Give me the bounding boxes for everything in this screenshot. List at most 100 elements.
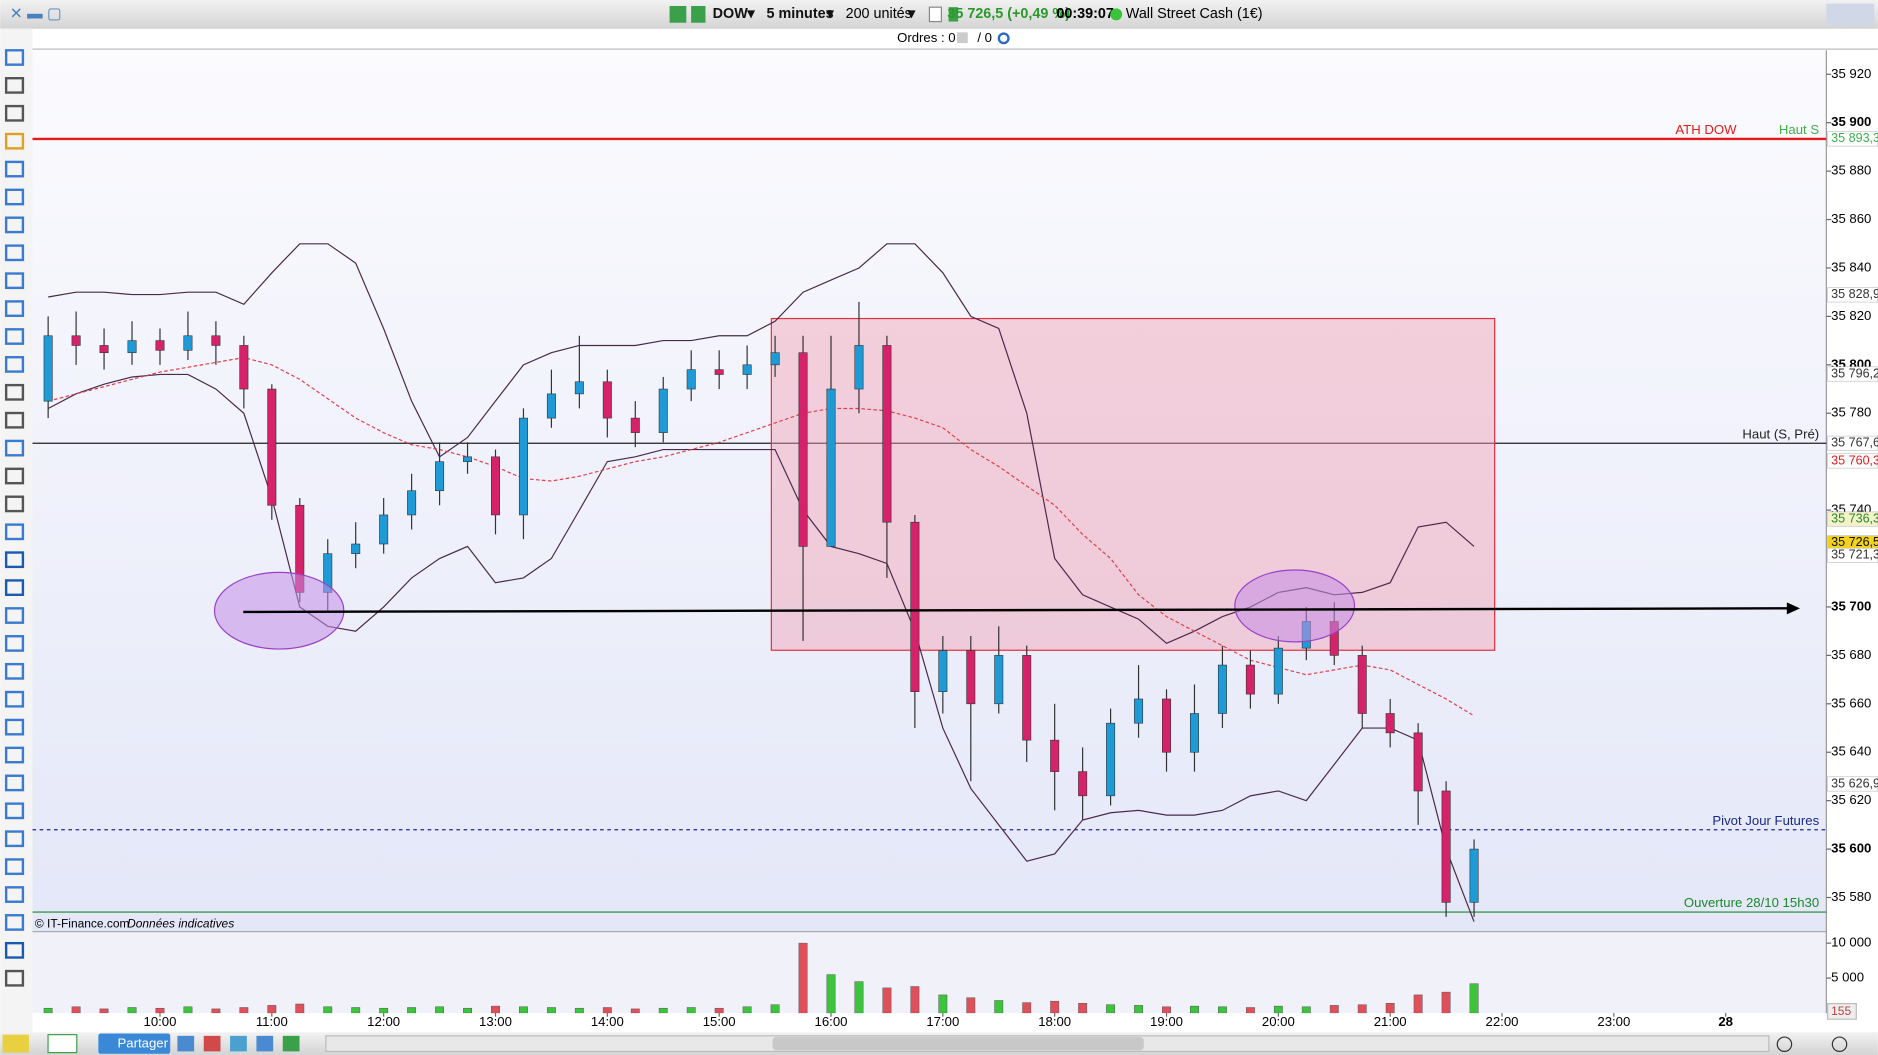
tool-icon[interactable] (4, 411, 25, 429)
period-select[interactable]: 5 minutes (767, 6, 834, 22)
tool-icon[interactable] (4, 383, 25, 401)
tool-icon[interactable] (4, 941, 25, 959)
tool-button[interactable] (282, 1035, 300, 1052)
tool-icon[interactable] (4, 300, 25, 317)
tool-icon[interactable] (4, 830, 25, 848)
volume-bar (994, 1000, 1004, 1014)
units-select[interactable]: 200 unités (846, 6, 912, 22)
tool-button[interactable] (2, 1034, 29, 1053)
x-tick-label: 16:00 (815, 1014, 848, 1029)
tool-icon[interactable] (4, 328, 25, 345)
candle-body (854, 345, 864, 390)
y-tick-label: 35 900 (1831, 114, 1871, 129)
volume-bar (714, 1007, 724, 1014)
candle-icon[interactable] (691, 5, 706, 23)
tool-icon[interactable] (4, 76, 25, 94)
tool-icon[interactable] (4, 607, 25, 624)
orders-icon[interactable] (956, 32, 968, 44)
chart-icon[interactable] (669, 5, 687, 23)
candle-body (1469, 848, 1479, 903)
zoom-button[interactable] (1776, 1036, 1793, 1053)
y-tick-label: 35 680 (1831, 647, 1871, 662)
tool-icon[interactable] (4, 746, 25, 764)
volume-bar (1301, 1006, 1311, 1014)
dropdown-arrow[interactable]: ▾ (907, 6, 916, 22)
candle-body (127, 340, 137, 354)
candle-body (518, 417, 528, 516)
tool-icon[interactable] (4, 160, 25, 178)
tool-icon[interactable] (4, 467, 25, 485)
tool-icon[interactable] (4, 49, 25, 66)
orders-settings[interactable] (997, 32, 1010, 45)
volume-bar (686, 1007, 696, 1014)
tool-icon[interactable] (4, 718, 25, 736)
level-label: Pivot Jour Futures (1712, 813, 1819, 828)
tool-icon[interactable] (4, 886, 25, 903)
tool-icon[interactable] (4, 802, 25, 820)
volume-bar (1273, 1005, 1283, 1014)
tool-icon[interactable] (4, 188, 25, 206)
volume-bar (742, 1006, 752, 1014)
zoom-button[interactable] (1831, 1036, 1848, 1053)
volume-bar (99, 1008, 109, 1014)
candle-body (1273, 647, 1283, 695)
tool-icon[interactable] (4, 858, 25, 876)
share-button[interactable] (98, 1033, 171, 1054)
info-icon[interactable] (928, 6, 942, 23)
tool-icon[interactable] (4, 272, 25, 290)
candle-body (211, 335, 221, 346)
tool-icon[interactable] (4, 579, 25, 596)
volume-tick-label: 10 000 (1831, 935, 1871, 950)
tool-button[interactable] (230, 1035, 247, 1052)
volume-bar (546, 1007, 556, 1014)
scroll-thumb[interactable] (772, 1037, 1144, 1051)
volume-area (32, 931, 1827, 1014)
y-tick-label: 35 840 (1831, 259, 1871, 274)
tool-icon[interactable] (4, 662, 25, 680)
tool-icon[interactable] (4, 635, 25, 652)
tool-button[interactable] (177, 1035, 195, 1052)
candle-body (966, 650, 976, 705)
tool-icon[interactable] (4, 690, 25, 708)
volume-tag: 155 (1831, 1004, 1851, 1018)
candle-body (994, 655, 1004, 705)
y-tick-label: 35 600 (1831, 841, 1871, 856)
tool-icon[interactable] (4, 439, 25, 457)
dropdown-arrow[interactable]: ▾ (746, 6, 755, 22)
volume-bar (211, 1008, 221, 1014)
close-button[interactable]: ✕ ▬ ▢ (10, 5, 62, 22)
tool-icon[interactable] (4, 216, 25, 234)
tool-icon[interactable] (4, 132, 25, 150)
share-label[interactable]: Partager (118, 1036, 169, 1051)
volume-bar (770, 1004, 780, 1014)
dropdown-arrow[interactable]: ▾ (825, 6, 834, 22)
candle-body (742, 364, 752, 375)
chart-type-button[interactable] (47, 1034, 78, 1054)
tool-icon[interactable] (4, 523, 25, 541)
tool-button[interactable] (203, 1035, 221, 1052)
tool-icon[interactable] (4, 104, 25, 122)
instrument-select[interactable]: DOW (713, 6, 749, 22)
volume-bar (71, 1006, 81, 1014)
volume-bar (407, 1007, 417, 1014)
source: © IT-Finance.com (35, 917, 130, 931)
candle-body (630, 417, 640, 433)
candle-body (1245, 664, 1255, 695)
candle-body (1050, 739, 1060, 772)
tool-icon[interactable] (4, 774, 25, 792)
x-tick-label: 22:00 (1486, 1014, 1519, 1029)
candle-body (602, 381, 612, 419)
candle-body (1413, 732, 1423, 792)
tool-icon[interactable] (4, 495, 25, 513)
tool-icon[interactable] (4, 969, 25, 987)
tool-icon[interactable] (4, 244, 25, 262)
arrow-head (1786, 602, 1801, 615)
tool-icon[interactable] (4, 551, 25, 569)
x-tick-label: 21:00 (1374, 1014, 1407, 1029)
tool-button[interactable] (256, 1035, 274, 1052)
tool-icon[interactable] (4, 356, 25, 373)
resistance-zone (770, 317, 1496, 651)
tool-icon[interactable] (4, 914, 25, 931)
y-tick-label: 35 640 (1831, 744, 1871, 759)
